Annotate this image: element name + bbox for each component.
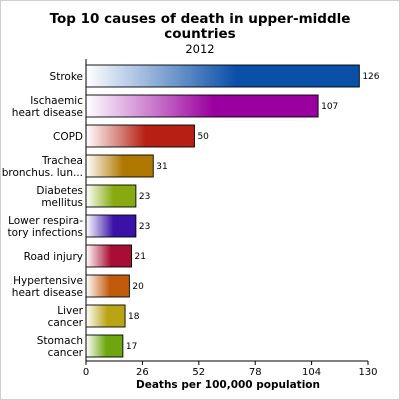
category-label: Ischaemic [30,95,83,107]
chart-subtitle: 2012 [185,42,214,56]
category-label: tory infections [8,227,84,239]
x-axis-label: Deaths per 100,000 population [136,379,320,391]
bar [85,244,133,268]
data-label: 23 [139,222,150,232]
category-label: heart disease [12,107,83,119]
chart-title-line: countries [164,26,235,42]
bar [85,334,124,358]
category-label: Lower respira- [8,215,83,227]
category-label: Hypertensive [13,275,83,287]
category-label: heart disease [12,287,83,299]
x-tick-label: 78 [249,367,262,378]
bar [85,64,360,88]
x-tick-label: 52 [192,367,205,378]
category-label: Stomach [37,335,83,347]
category-label: Road injury [24,251,83,263]
chart-title-line: Top 10 causes of death in upper-middle [50,11,351,27]
data-label: 50 [197,132,209,142]
bar [85,184,137,208]
bar [85,214,137,238]
data-label: 126 [362,72,379,82]
category-label: Trachea [41,155,83,167]
x-tick-label: 26 [136,367,149,378]
category-label: Diabetes [36,185,83,197]
data-label: 107 [321,102,338,112]
x-tick-label: 104 [302,367,321,378]
bar [85,274,130,298]
data-label: 21 [135,252,146,262]
bar [85,304,126,328]
bar [85,94,319,118]
category-label: Liver [57,305,83,317]
data-label: 17 [126,342,137,352]
data-label: 20 [132,282,144,292]
data-label: 23 [139,192,150,202]
category-label: cancer [48,317,84,329]
x-tick-label: 0 [83,367,89,378]
x-tick-label: 130 [358,367,377,378]
category-label: bronchus. lun... [2,167,83,179]
category-label: mellitus [41,197,83,209]
data-label: 31 [156,162,167,172]
category-label: Stroke [50,71,83,83]
category-label: COPD [53,131,83,143]
bar [85,124,195,148]
category-label: cancer [48,347,84,359]
data-label: 18 [128,312,140,322]
bar [85,154,154,178]
